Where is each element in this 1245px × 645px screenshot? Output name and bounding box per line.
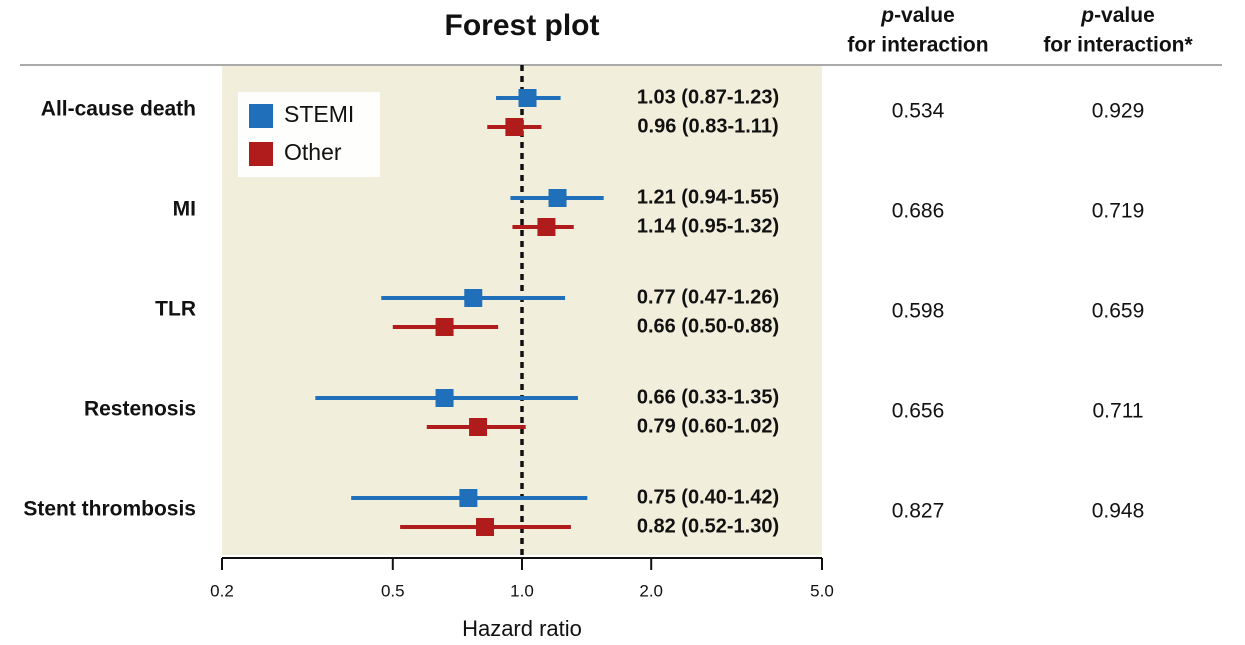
x-tick-label: 1.0 <box>510 581 534 600</box>
point-estimate <box>469 418 488 436</box>
column-header: p-value <box>1080 4 1155 27</box>
category-label: Stent thrombosis <box>23 498 196 521</box>
x-tick-label: 0.2 <box>210 581 234 600</box>
p-value: 0.719 <box>1092 200 1145 223</box>
p-value: 0.656 <box>892 400 945 423</box>
point-estimate <box>476 518 495 536</box>
value-label: 1.14 (0.95-1.32) <box>637 215 779 237</box>
point-estimate <box>548 189 567 207</box>
point-estimate <box>518 89 537 107</box>
column-header: for interaction <box>847 34 988 57</box>
category-label: All-cause death <box>41 98 196 121</box>
p-value: 0.827 <box>892 500 945 523</box>
p-value: 0.929 <box>1092 100 1145 123</box>
point-estimate <box>505 118 524 136</box>
point-estimate <box>537 218 556 236</box>
point-estimate <box>464 289 483 307</box>
x-axis-label: Hazard ratio <box>462 616 582 641</box>
point-estimate <box>435 318 454 336</box>
p-value: 0.686 <box>892 200 945 223</box>
category-label: TLR <box>155 298 196 321</box>
p-value: 0.534 <box>892 100 945 123</box>
legend-swatch <box>249 104 273 128</box>
chart-title: Forest plot <box>445 9 600 42</box>
point-estimate <box>435 389 454 407</box>
value-label: 0.77 (0.47-1.26) <box>637 286 779 308</box>
value-label: 1.21 (0.94-1.55) <box>637 186 779 208</box>
x-tick-label: 2.0 <box>639 581 663 600</box>
value-label: 0.75 (0.40-1.42) <box>637 486 779 508</box>
p-value: 0.948 <box>1092 500 1145 523</box>
value-label: 0.66 (0.33-1.35) <box>637 386 779 408</box>
value-label: 0.66 (0.50-0.88) <box>637 315 779 337</box>
point-estimate <box>459 489 478 507</box>
column-header: p-value <box>880 4 955 27</box>
value-label: 1.03 (0.87-1.23) <box>637 86 779 108</box>
column-header: for interaction* <box>1043 34 1193 57</box>
p-value: 0.598 <box>892 300 945 323</box>
category-label: MI <box>173 198 196 221</box>
p-value: 0.659 <box>1092 300 1145 323</box>
legend-swatch <box>249 142 273 166</box>
value-label: 0.79 (0.60-1.02) <box>637 415 779 437</box>
value-label: 0.82 (0.52-1.30) <box>637 515 779 537</box>
value-label: 0.96 (0.83-1.11) <box>637 115 778 137</box>
legend-label: STEMI <box>284 101 354 127</box>
p-value: 0.711 <box>1093 400 1144 423</box>
legend-label: Other <box>284 139 342 165</box>
x-tick-label: 5.0 <box>810 581 834 600</box>
x-tick-label: 0.5 <box>381 581 405 600</box>
category-label: Restenosis <box>84 398 196 421</box>
